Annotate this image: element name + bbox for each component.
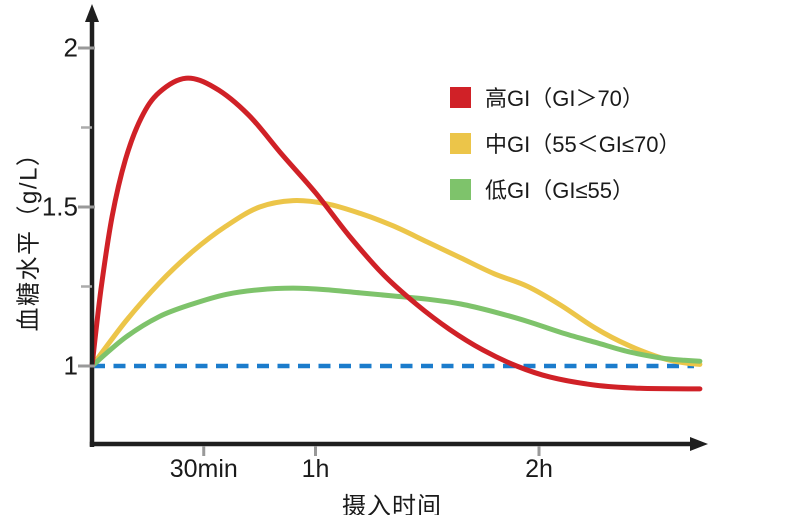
legend-swatch-low-gi-icon: [450, 178, 471, 200]
legend-swatch-mid-gi-icon: [450, 132, 471, 154]
y-tick-label-2: 2: [63, 32, 78, 63]
x-axis-title: 摄入时间: [342, 493, 442, 515]
legend-label-low-gi: 低GI（GI≤55）: [485, 178, 634, 203]
y-tick-label-1: 1: [63, 350, 78, 381]
legend-label-high-gi: 高GI（GI＞70）: [485, 86, 644, 111]
legend-item-high-gi: 高GI（GI＞70）: [450, 86, 680, 111]
low-gi-curve: [89, 285, 703, 369]
mid-gi-curve: [89, 198, 703, 369]
x-tick-label-2h: 2h: [525, 455, 553, 483]
legend: 高GI（GI＞70） 中GI（55＜GI≤70） 低GI（GI≤55）: [450, 86, 680, 203]
legend-item-low-gi: 低GI（GI≤55）: [450, 178, 680, 203]
x-axis-arrow-icon: [690, 437, 708, 451]
legend-item-mid-gi: 中GI（55＜GI≤70）: [450, 132, 680, 157]
high-gi-curve: [89, 75, 703, 392]
legend-swatch-high-gi-icon: [450, 86, 471, 108]
x-tick-label-1h: 1h: [301, 455, 330, 483]
y-axis-arrow-icon: [85, 4, 99, 22]
y-tick-label-1.5: 1.5: [41, 191, 78, 222]
x-tick-label-30min: 30min: [169, 455, 238, 483]
y-axis-title: 血糖水平（g/L）: [15, 140, 43, 332]
legend-label-mid-gi: 中GI（55＜GI≤70）: [485, 132, 681, 157]
